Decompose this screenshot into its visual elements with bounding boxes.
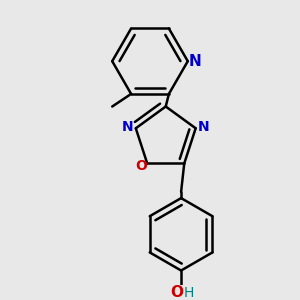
- Text: N: N: [122, 120, 134, 134]
- Text: O: O: [170, 285, 183, 300]
- Text: N: N: [198, 120, 209, 134]
- Text: H: H: [184, 286, 194, 300]
- Text: N: N: [188, 54, 201, 69]
- Text: O: O: [135, 159, 147, 173]
